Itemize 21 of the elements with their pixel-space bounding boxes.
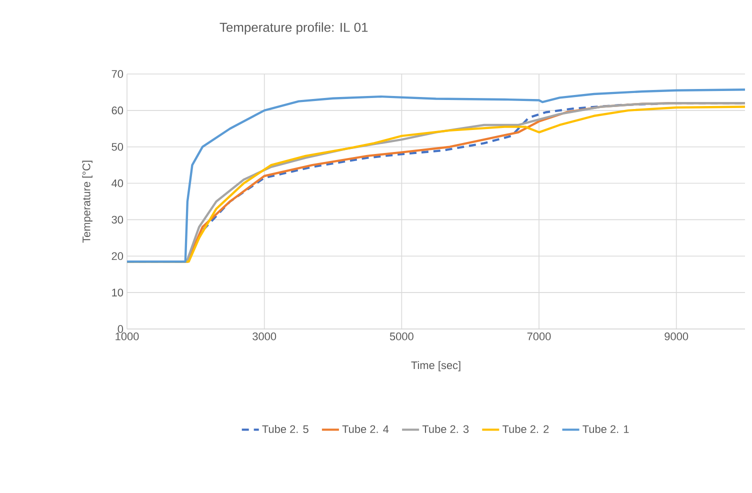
y-tick-label: 70 (112, 70, 124, 78)
legend-label: Tube 2. 3 (422, 424, 469, 434)
y-tick-label: 20 (112, 252, 124, 260)
x-tick-label: 7000 (527, 332, 551, 340)
chart-title: Temperature profile: IL 01 (220, 22, 368, 34)
legend-label: Tube 2. 1 (582, 424, 629, 434)
y-tick-label: 60 (112, 106, 124, 114)
x-tick-label: 1000 (116, 332, 139, 340)
legend-label: Tube 2. 2 (502, 424, 549, 434)
y-tick-label: 10 (112, 288, 124, 296)
legend-label: Tube 2. 4 (342, 424, 389, 434)
x-tick-label: 3000 (252, 332, 276, 340)
y-tick-label: 30 (112, 216, 124, 224)
legend-label: Tube 2. 5 (262, 424, 308, 434)
x-tick-label: 9000 (664, 332, 688, 340)
x-axis-title: Time [sec] (411, 361, 460, 372)
y-tick-label: 50 (112, 142, 124, 151)
y-axis-title: Temperature [°C] (82, 160, 92, 243)
y-tick-label: 0 (118, 325, 124, 333)
x-tick-label: 5000 (390, 332, 414, 340)
y-tick-label: 40 (112, 179, 124, 188)
